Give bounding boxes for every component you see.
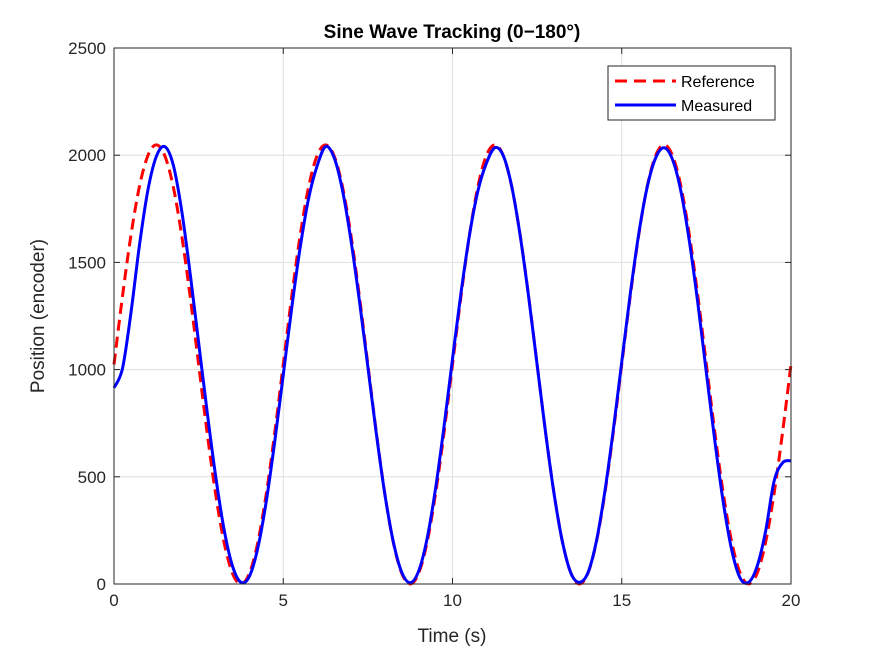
x-axis-label: Time (s)	[418, 626, 487, 647]
ticks: 0 5 10 15 20 0 500 1000 1500 2000 2500	[68, 39, 800, 610]
y-tick-label: 2500	[68, 39, 106, 58]
y-tick-label: 2000	[68, 146, 106, 165]
legend-label-measured: Measured	[681, 98, 752, 115]
legend: Reference Measured	[607, 65, 776, 121]
y-axis-label: Position (encoder)	[28, 239, 49, 393]
legend-box	[607, 65, 776, 121]
x-tick-label: 15	[612, 591, 631, 610]
y-tick-label: 1500	[68, 253, 106, 272]
grid	[114, 48, 791, 584]
chart-title: Sine Wave Tracking (0−180°)	[324, 22, 581, 43]
x-tick-label: 20	[782, 591, 801, 610]
x-tick-label: 5	[279, 591, 288, 610]
series-line-measured	[112, 144, 792, 585]
legend-label-reference: Reference	[681, 74, 755, 91]
series-layer	[112, 143, 793, 586]
y-tick-label: 500	[78, 468, 106, 487]
x-tick-label: 10	[443, 591, 462, 610]
y-tick-label: 1000	[68, 361, 106, 380]
y-tick-label: 0	[97, 575, 106, 594]
x-tick-label: 0	[109, 591, 118, 610]
